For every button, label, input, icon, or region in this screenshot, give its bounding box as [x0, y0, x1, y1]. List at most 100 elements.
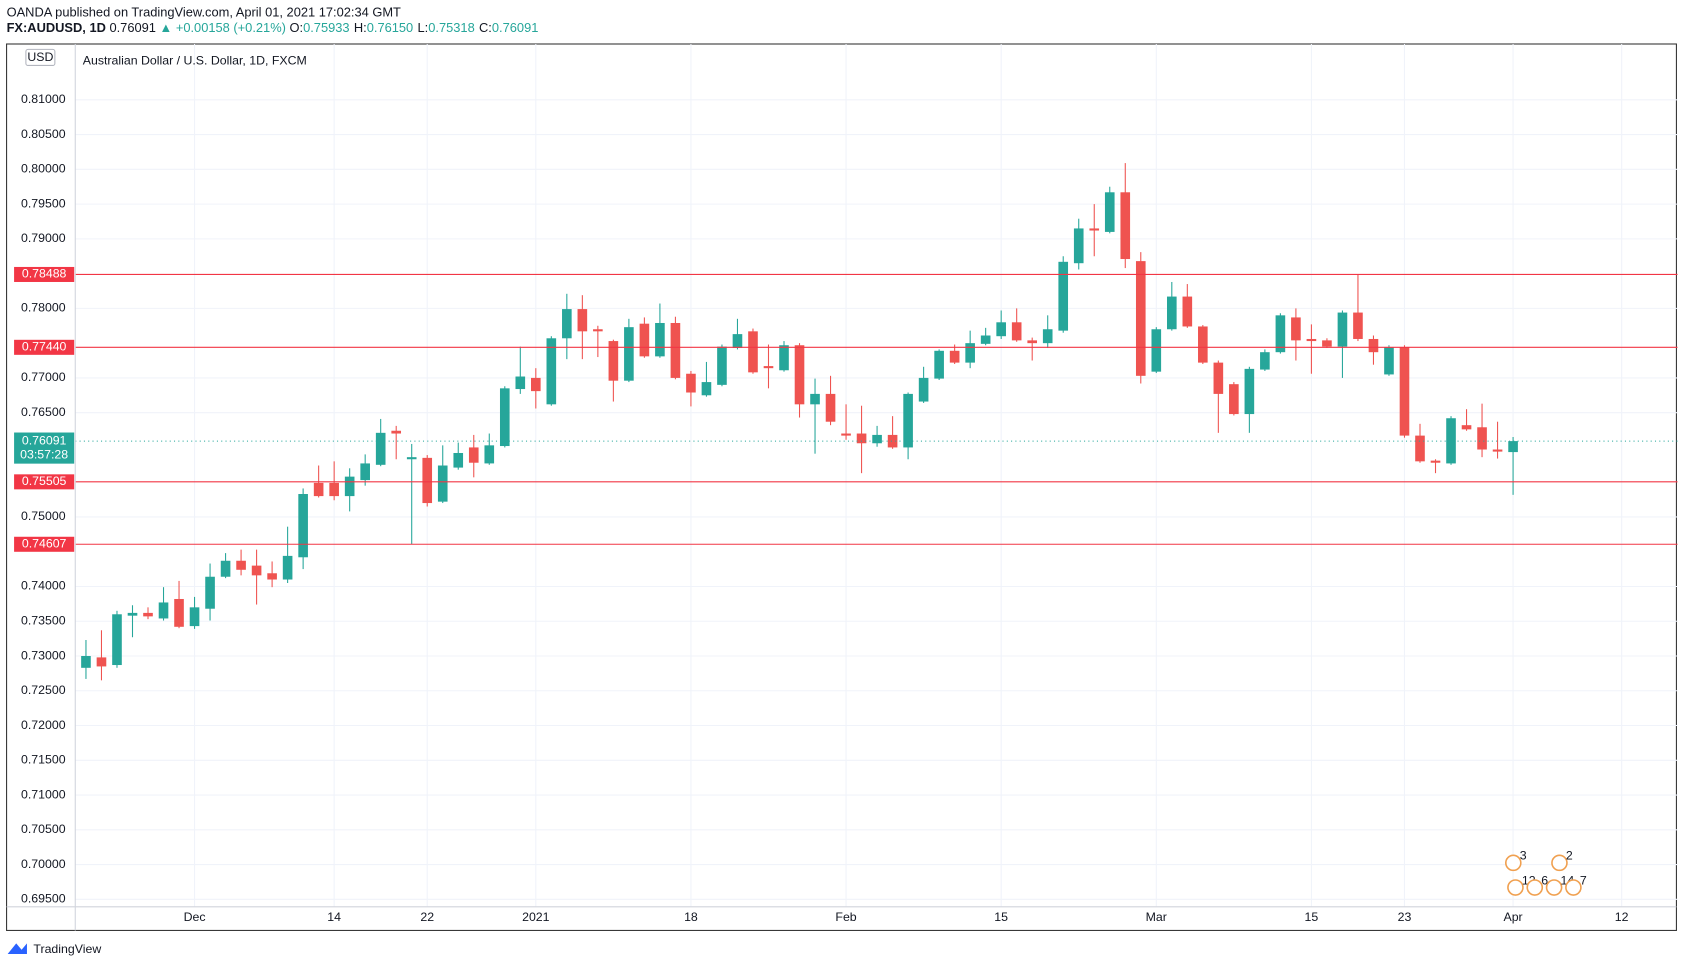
candle-body	[624, 327, 634, 381]
candle-body	[872, 434, 882, 444]
candle-body	[375, 432, 386, 465]
candle-body	[639, 323, 650, 357]
candle-body	[189, 607, 200, 627]
candle-body	[1492, 449, 1503, 452]
candle-body	[1306, 338, 1317, 342]
ohlc-key: L:	[418, 20, 429, 35]
level-label-bg	[14, 536, 75, 552]
candle-body	[887, 434, 898, 448]
candle-body	[468, 447, 479, 463]
candle-body	[1415, 435, 1425, 462]
x-tick-label: Dec	[184, 910, 206, 924]
candle-body	[1322, 340, 1332, 347]
y-tick-label: 0.77000	[21, 370, 66, 384]
y-tick-label: 0.79500	[21, 196, 66, 210]
candle-body	[127, 612, 138, 616]
grid	[75, 44, 1678, 907]
x-tick-label: 14	[327, 910, 341, 924]
y-tick-label: 0.78000	[21, 301, 66, 315]
candle-body	[422, 457, 433, 504]
candle-body	[1353, 312, 1363, 339]
candle-body	[810, 393, 820, 405]
y-tick-label: 0.74000	[21, 579, 66, 593]
chart-title: Australian Dollar / U.S. Dollar, 1D, FXC…	[83, 53, 307, 67]
candle-body	[1384, 347, 1394, 375]
level-label-bg	[14, 266, 75, 282]
candle-body	[1042, 329, 1053, 344]
level-label: 0.75505	[22, 474, 67, 488]
candle-body	[1508, 441, 1518, 453]
x-tick-label: 2021	[522, 910, 550, 924]
candle-body	[965, 343, 975, 363]
y-tick-label: 0.72000	[21, 718, 66, 732]
y-tick-label: 0.79000	[21, 231, 66, 245]
candle-body	[1399, 347, 1410, 436]
candle-body	[1229, 384, 1239, 415]
candle-body	[763, 366, 774, 369]
candle-body	[282, 555, 293, 580]
candle-body	[841, 433, 851, 436]
candle-body	[1027, 340, 1038, 344]
change: ▲ +0.00158 (+0.21%)	[160, 20, 286, 35]
ohlc-key: C:	[479, 20, 492, 35]
candle-body	[577, 309, 588, 332]
candle-body	[934, 350, 944, 379]
candle-body	[484, 445, 495, 464]
ohlc-key: H:	[354, 20, 367, 35]
ohlc-value: 0.76150	[367, 20, 413, 35]
event-count: 3	[1520, 849, 1527, 863]
plot: 3 212 6 14 7	[75, 163, 1678, 896]
level-label: 0.74607	[22, 537, 67, 551]
candle-body	[1198, 326, 1208, 363]
y-tick-label: 0.80500	[21, 127, 66, 141]
event-icon	[1504, 854, 1522, 872]
candle-body	[453, 452, 464, 468]
event-count: 6	[1541, 873, 1548, 887]
x-tick-label: 22	[420, 910, 434, 924]
event-icon	[1551, 854, 1568, 872]
x-tick-label: 15	[1305, 910, 1319, 924]
price: 0.76091	[109, 20, 155, 35]
candle-body	[1260, 352, 1270, 370]
candle-body	[546, 338, 557, 405]
event-icon	[1565, 879, 1582, 896]
ohlc-value: 0.75318	[428, 20, 474, 35]
ohlc-key: O:	[290, 20, 304, 35]
candle-body	[1135, 261, 1146, 376]
y-tick-label: 0.71000	[21, 787, 66, 801]
candle-body	[1275, 315, 1286, 353]
candle-body	[655, 322, 665, 357]
candle-body	[1461, 425, 1472, 430]
candle-body	[918, 377, 929, 402]
candle-body	[298, 494, 308, 558]
candle-body	[1182, 296, 1193, 327]
ohlc-value: 0.75933	[303, 20, 349, 35]
candle-body	[1089, 228, 1100, 231]
candle-body	[856, 433, 867, 444]
published-line: OANDA published on TradingView.com, Apri…	[7, 4, 401, 19]
symbol: FX:AUDUSD, 1D	[7, 20, 106, 35]
y-tick-label: 0.73500	[21, 614, 66, 628]
event-icon	[1507, 879, 1524, 896]
event-count: 2	[1566, 849, 1573, 863]
logo: TradingView	[7, 942, 101, 956]
candle-body	[406, 457, 417, 460]
x-tick-label: 12	[1615, 910, 1629, 924]
last-price-label: 0.76091	[22, 433, 67, 447]
y-tick-label: 0.70000	[21, 857, 66, 871]
candle-body	[96, 657, 107, 667]
symbol-line: FX:AUDUSD, 1D 0.76091 ▲ +0.00158 (+0.21%…	[7, 20, 539, 35]
candle-body	[515, 376, 526, 390]
candle-body	[825, 393, 836, 422]
candle-body	[158, 602, 169, 619]
candle-body	[593, 329, 603, 332]
candle-body	[267, 573, 277, 580]
candle-body	[1073, 228, 1084, 264]
candle-body	[1337, 312, 1348, 347]
candle-body	[1120, 192, 1131, 260]
y-tick-label: 0.81000	[21, 92, 66, 106]
x-tick-label: Mar	[1146, 910, 1167, 924]
level-label-bg	[14, 339, 75, 355]
axes: 0.69500 0.70000 0.70500 0.71000 0.71500 0.720…	[14, 92, 1629, 924]
